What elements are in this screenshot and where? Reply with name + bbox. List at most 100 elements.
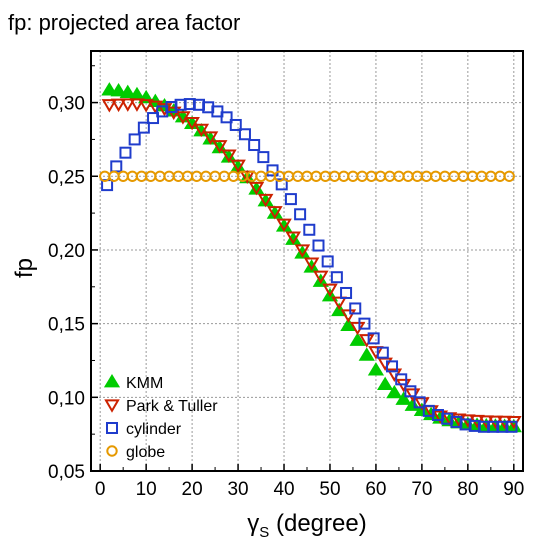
x-tick-label: 60: [365, 479, 386, 500]
data-point: [377, 357, 393, 372]
data-point: [101, 82, 118, 96]
data-point: [303, 223, 316, 236]
data-point: [137, 121, 150, 134]
data-point: [284, 193, 297, 206]
data-point: [367, 332, 380, 345]
data-point: [147, 112, 160, 125]
data-point: [285, 231, 301, 245]
legend: KMM Park & Tuller cylinder globe: [103, 374, 218, 461]
data-point: [257, 193, 274, 208]
data-point: [110, 98, 127, 113]
data-point: [202, 131, 219, 145]
legend-label: globe: [126, 444, 165, 461]
x-tick-label: 90: [503, 479, 524, 500]
data-point: [276, 218, 292, 233]
data-point: [404, 385, 417, 398]
legend-marker: [106, 422, 118, 434]
y-tick-label: 0,25: [48, 167, 85, 188]
series-layer: [99, 82, 522, 433]
data-point: [229, 118, 242, 131]
data-point: [266, 164, 279, 177]
x-tick-label: 70: [411, 479, 432, 500]
y-tick-label: 0,10: [48, 388, 85, 409]
data-point: [358, 334, 375, 348]
data-point: [119, 146, 132, 159]
y-ticks: 0,05 0,10 0,15 0,20 0,25 0,30: [48, 65, 98, 483]
data-point: [322, 283, 338, 298]
data-point: [101, 99, 118, 113]
x-axis-subscript: S: [259, 524, 269, 541]
x-axis-symbol: γ: [247, 510, 259, 537]
data-point: [384, 170, 396, 182]
data-point: [312, 239, 325, 252]
data-point: [292, 170, 304, 182]
data-point: [275, 178, 288, 191]
x-tick-label: 30: [227, 479, 248, 500]
legend-label: cylinder: [126, 421, 182, 438]
series-globe: [99, 170, 515, 182]
data-point: [200, 170, 212, 182]
data-point: [221, 149, 237, 163]
data-point: [211, 140, 228, 154]
data-point: [367, 362, 385, 376]
x-tick-label: 40: [273, 479, 294, 500]
legend-label: KMM: [126, 375, 163, 392]
x-tick-label: 0: [95, 479, 106, 500]
data-point: [377, 376, 394, 391]
y-tick-label: 0,20: [48, 241, 85, 262]
data-point: [138, 99, 154, 113]
data-point: [119, 84, 136, 98]
data-point: [386, 360, 399, 373]
data-point: [505, 420, 518, 433]
legend-marker: [103, 374, 121, 388]
y-tick-label: 0,30: [48, 94, 85, 115]
data-point: [330, 271, 343, 284]
data-point: [349, 332, 366, 346]
data-point: [294, 244, 311, 258]
data-point: [376, 346, 389, 359]
data-point: [448, 170, 460, 182]
data-point: [303, 257, 320, 271]
data-point: [395, 373, 408, 386]
data-point: [395, 391, 412, 405]
data-point: [349, 302, 362, 315]
x-axis-rest: (degree): [269, 510, 366, 537]
data-point: [503, 170, 515, 182]
x-tick-label: 80: [457, 479, 478, 500]
data-point: [110, 160, 123, 173]
data-point: [356, 170, 368, 182]
data-point: [108, 170, 120, 182]
legend-label: Park & Tuller: [126, 398, 218, 415]
data-point: [184, 116, 200, 131]
data-point: [303, 259, 320, 273]
data-point: [358, 347, 375, 361]
data-point: [230, 159, 246, 174]
data-point: [413, 396, 426, 409]
data-point: [238, 128, 251, 141]
data-point: [321, 255, 334, 268]
data-point: [239, 170, 256, 185]
data-point: [368, 346, 384, 360]
y-tick-label: 0,15: [48, 315, 85, 336]
x-ticks: 0 10 20 30 40 50 60 70 80 90: [95, 464, 524, 500]
data-point: [220, 111, 233, 124]
x-tick-label: 10: [136, 479, 157, 500]
data-point: [331, 296, 347, 311]
data-point: [128, 133, 141, 146]
data-point: [358, 317, 371, 330]
data-point: [248, 181, 265, 196]
data-point: [340, 286, 353, 299]
data-point: [294, 208, 307, 221]
data-point: [257, 151, 270, 164]
chart-title: fp: projected area factor: [8, 10, 240, 35]
x-tick-label: 20: [182, 479, 203, 500]
data-point: [267, 206, 283, 220]
data-point: [340, 309, 357, 323]
x-tick-label: 50: [319, 479, 340, 500]
data-point: [386, 384, 403, 399]
x-axis-label: γS (degree): [247, 510, 366, 541]
data-point: [110, 82, 127, 97]
legend-marker: [106, 445, 118, 457]
y-axis-label: fp: [11, 258, 38, 278]
